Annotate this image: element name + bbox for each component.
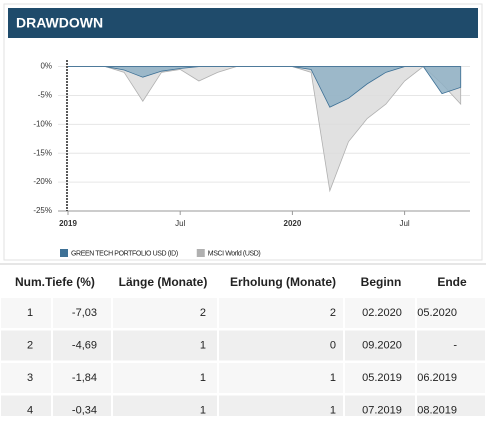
table-cell (1, 363, 51, 393)
legend-swatch (196, 249, 205, 257)
y-tick-label: -25% (33, 206, 52, 215)
x-tick-label: 2019 (59, 219, 77, 228)
legend-label: MSCI World (USD) (208, 250, 261, 257)
chart-title: DRAWDOWN (16, 15, 103, 31)
table-cell (113, 363, 217, 393)
table-cell-text: 1 (27, 307, 33, 319)
table-header: Länge (Monate) (119, 275, 208, 289)
table-cell (345, 363, 415, 393)
table-cell-text: 09.2020 (362, 339, 402, 351)
table-cell-text: 05.2020 (417, 307, 457, 319)
legend-swatch (60, 249, 68, 257)
table-cell-text: -7,03 (72, 307, 97, 319)
x-tick-label: Jul (399, 219, 409, 228)
table-header: Ende (437, 275, 467, 289)
table-cell-text: 1 (330, 404, 336, 416)
table-cell-text: -4,69 (72, 339, 97, 351)
table-cell (219, 395, 343, 421)
table-cell (219, 363, 343, 393)
chart-panel (3, 3, 483, 261)
table-cell-text: 2 (27, 339, 33, 351)
table-cell (219, 330, 343, 361)
table-cell-text: 0 (330, 339, 336, 351)
table-cell (345, 330, 415, 361)
table-cell-text: 06.2019 (417, 372, 457, 384)
table-cell-text: 1 (200, 372, 206, 384)
table-cell-text: 2 (330, 307, 336, 319)
table-cell-text: -1,84 (72, 372, 97, 384)
y-tick-label: -20% (33, 177, 52, 186)
table-cell (53, 298, 111, 328)
table-cell (53, 363, 111, 393)
y-tick-label: -10% (33, 119, 52, 128)
table-cell-text: 1 (200, 339, 206, 351)
table-header: Tiefe (%) (45, 275, 95, 289)
table-cell-text: 3 (27, 372, 33, 384)
table-cell (345, 298, 415, 328)
table-cell-text: 02.2020 (362, 307, 402, 319)
table-cell (417, 298, 485, 328)
x-tick-label: 2020 (284, 219, 302, 228)
table-header: Erholung (Monate) (230, 275, 336, 289)
table-cell (1, 330, 51, 361)
table-cell-text: 1 (200, 404, 206, 416)
table-cell (53, 330, 111, 361)
table-cell (417, 363, 485, 393)
area (68, 66, 462, 108)
table-cell-text: -0,34 (72, 404, 97, 416)
table-cell-text: 4 (27, 404, 33, 416)
table-cell (1, 298, 51, 328)
table-cell (219, 298, 343, 328)
table-cell-text: 08.2019 (417, 404, 457, 416)
table-cell-text: 1 (330, 372, 336, 384)
table-cell-text: 2 (200, 307, 206, 319)
x-tick-label: Jul (175, 219, 185, 228)
table-cell (417, 330, 485, 361)
header-bar (8, 8, 478, 38)
table-cell (113, 298, 217, 328)
table: Num. Tiefe (%) Länge (Monate) Erholung (Mon… (0, 263, 486, 421)
y-tick-label: 0% (40, 62, 52, 71)
table-cell-text: 07.2019 (362, 404, 402, 416)
y-tick-label: -5% (38, 91, 52, 100)
table-header: Beginn (361, 275, 402, 289)
table-cell (113, 330, 217, 361)
table-header: Num. (15, 275, 45, 289)
table-cell-text: 05.2019 (362, 372, 402, 384)
y-tick-label: -15% (33, 148, 52, 157)
table-cell-text: - (453, 339, 457, 351)
legend-label: GREEN TECH PORTFOLIO USD (ID) (71, 250, 178, 257)
